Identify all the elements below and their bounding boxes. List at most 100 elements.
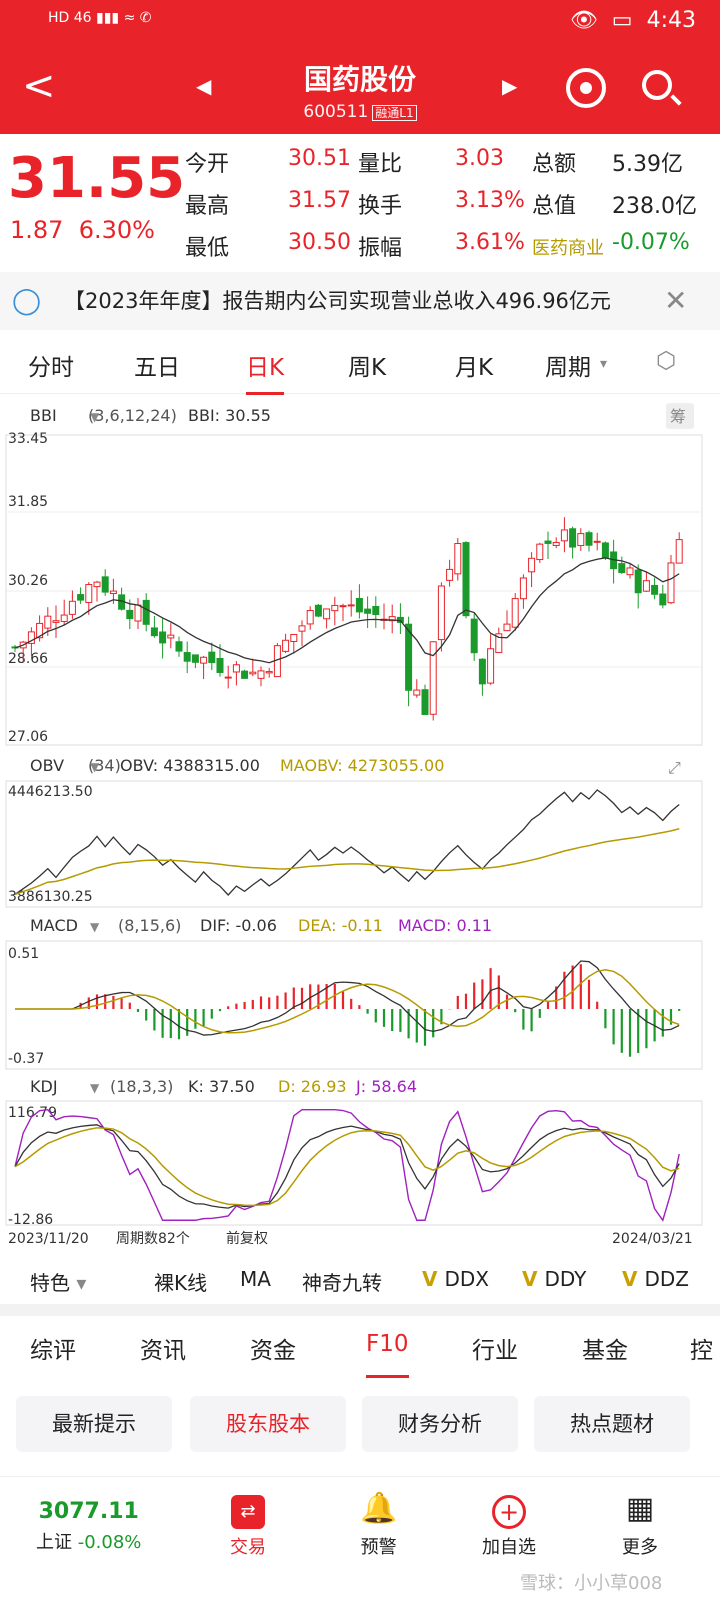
candle-body-62 (519, 577, 527, 600)
end-date: 2024/03/21 (612, 1231, 693, 1247)
kdj-label-4: J: 58.64 (355, 1077, 417, 1096)
feature-label: 神奇九转 (302, 1271, 382, 1295)
candle-body-55 (462, 542, 470, 617)
candle-body-14 (126, 609, 134, 620)
f10-button-3[interactable]: 热点题材 (534, 1396, 690, 1452)
candle-body-37 (314, 604, 322, 617)
candle-body-25 (216, 658, 224, 673)
adjust-mode: 前复权 (226, 1230, 268, 1247)
candle-body-23 (200, 656, 208, 664)
feature-1[interactable]: 裸K线 (154, 1267, 207, 1296)
info-tabs: 综评 资讯 资金 F10 行业 基金 控 (0, 1316, 720, 1380)
tab-5[interactable]: 周期 (545, 355, 591, 381)
notice-bar[interactable]: ◯ 【2023年年度】报告期内公司实现营业总收入496.96亿元 ✕ (0, 272, 720, 330)
nav-more[interactable]: ▦ 更多 (622, 1491, 658, 1558)
candle-body-8 (77, 594, 85, 601)
close-icon[interactable]: ✕ (664, 284, 688, 317)
info-tab-2[interactable]: 资金 (250, 1338, 296, 1364)
bell-icon: 🔔 (360, 1491, 398, 1526)
candle-body-44 (372, 606, 380, 615)
candle-body-66 (552, 541, 560, 546)
candle-body-50 (421, 689, 429, 715)
f10-button-2[interactable]: 财务分析 (362, 1396, 518, 1452)
settings-icon[interactable]: ⬡ (656, 348, 677, 374)
obv-tick-1: 3886130.25 (8, 889, 93, 905)
chart-area: BBI (3,6,12,24) BBI: 30.55 ▼ OBV (34) OBV: 438… (5, 403, 703, 1247)
tab-3[interactable]: 周K (348, 355, 387, 381)
info-tab-4[interactable]: 行业 (472, 1338, 518, 1364)
kdj-tick-0: 116.79 (8, 1105, 57, 1121)
candle-body-79 (659, 593, 667, 606)
candle-body-18 (159, 631, 167, 644)
candle-body-53 (446, 568, 454, 581)
tab-1[interactable]: 五日 (134, 355, 180, 381)
feature-5[interactable]: V DDY (522, 1267, 586, 1291)
expand-icon: ⤢ (668, 758, 681, 777)
search-icon[interactable] (642, 70, 672, 100)
info-tab-3[interactable]: F10 (366, 1331, 409, 1378)
candle-body-68 (569, 528, 577, 548)
feature-2[interactable]: MA (240, 1267, 271, 1291)
bbi-label-2: BBI: 30.55 (188, 406, 271, 425)
nav-trade[interactable]: ⇄ 交易 (230, 1491, 266, 1559)
feature-label: DDZ (644, 1267, 689, 1291)
candle-body-20 (175, 641, 183, 652)
candle-body-61 (511, 598, 519, 628)
candle-body-59 (495, 633, 503, 654)
obv-label-0: OBV (30, 756, 64, 775)
feature-3[interactable]: 神奇九转 (302, 1267, 382, 1296)
candle-body-74 (618, 563, 626, 574)
period-dropdown-icon[interactable]: ▾ (600, 356, 608, 372)
candle-body-80 (667, 562, 675, 604)
candle-body-78 (651, 584, 659, 595)
assistant-icon[interactable] (566, 68, 606, 108)
kdj-label-3: D: 26.93 (278, 1077, 347, 1096)
feature-4[interactable]: V DDX (422, 1267, 489, 1291)
feature-6[interactable]: V DDZ (622, 1267, 689, 1291)
candle-body-2 (27, 631, 35, 644)
bbi-line (14, 557, 680, 664)
feature-label: DDY (544, 1267, 587, 1291)
info-tab-1[interactable]: 资讯 (140, 1338, 186, 1364)
vip-icon: V (622, 1267, 645, 1291)
macd-label-0: MACD (30, 916, 78, 935)
index-quote[interactable]: 3077.11 上证 -0.08% (36, 1499, 142, 1553)
tab-2[interactable]: 日K (246, 348, 285, 395)
obv-dropdown-icon: ▼ (90, 760, 100, 774)
quote-v3-0: 5.39亿 (612, 152, 683, 177)
nav-alert[interactable]: 🔔 预警 (360, 1491, 398, 1558)
tab-4[interactable]: 月K (455, 355, 494, 381)
candle-body-15 (134, 604, 142, 622)
macd-label-2: DIF: -0.06 (200, 916, 277, 935)
feature-0[interactable]: 特色 ▾ (30, 1267, 86, 1296)
divider (0, 1304, 720, 1316)
quote-v1-0: 30.51 (288, 146, 351, 171)
candle-body-76 (634, 569, 642, 594)
info-tab-6[interactable]: 控 (690, 1338, 713, 1364)
start-date: 2023/11/20 (8, 1231, 89, 1247)
kdj-tick-1: -12.86 (8, 1212, 53, 1228)
info-tab-5[interactable]: 基金 (582, 1338, 628, 1364)
price-tick-4: 27.06 (8, 729, 48, 745)
index-value: 3077.11 (38, 1499, 139, 1524)
plus-circle-icon: + (492, 1495, 526, 1529)
f10-button-0[interactable]: 最新提示 (16, 1396, 172, 1452)
prev-stock-button[interactable]: ◀ (196, 74, 212, 98)
chip-badge-text: 筹 (670, 407, 686, 426)
info-tab-0[interactable]: 综评 (30, 1338, 76, 1364)
candle-body-4 (44, 615, 52, 629)
kdj-dropdown-icon: ▼ (90, 1081, 100, 1095)
tab-0[interactable]: 分时 (28, 355, 74, 381)
f10-button-1[interactable]: 股东股本 (190, 1396, 346, 1452)
candle-body-81 (675, 539, 683, 564)
kdj-j-line (14, 1108, 680, 1222)
back-button[interactable]: < (22, 63, 56, 109)
candle-body-7 (68, 600, 76, 615)
next-stock-button[interactable]: ▶ (502, 74, 518, 98)
candle-body-19 (167, 634, 175, 639)
candle-body-67 (560, 529, 568, 542)
nav-add-watch[interactable]: + 加自选 (482, 1491, 536, 1559)
status-time: 4:43 (646, 8, 696, 33)
kdj-d-line (14, 1127, 680, 1207)
candle-body-3 (36, 622, 44, 639)
